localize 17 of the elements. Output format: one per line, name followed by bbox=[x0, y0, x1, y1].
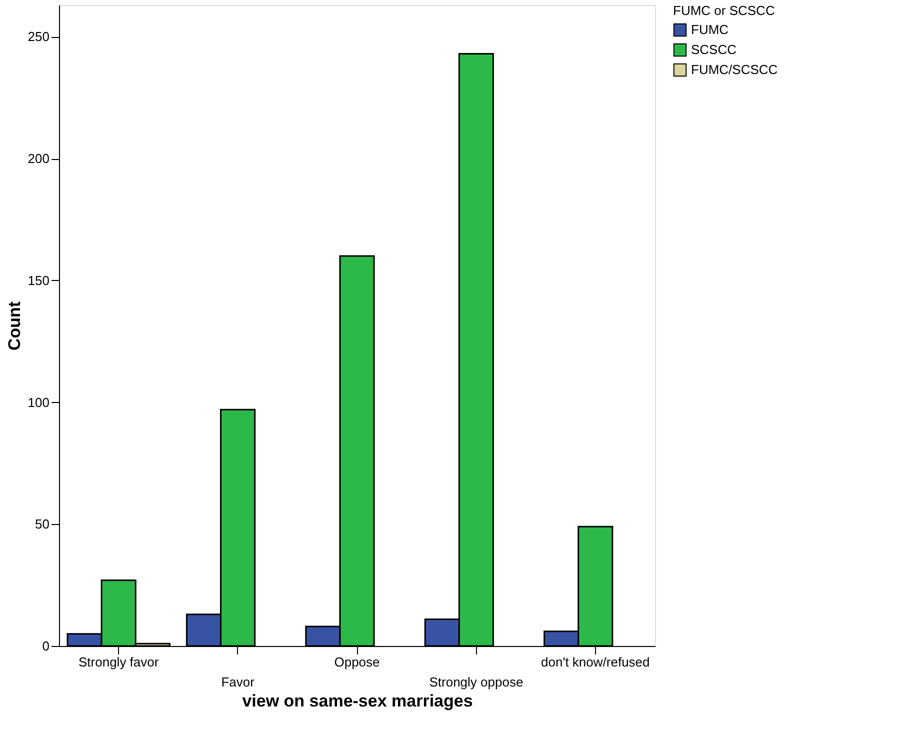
x-tick-label: Strongly favor bbox=[78, 654, 160, 670]
x-tick-label: Favor bbox=[221, 674, 256, 690]
legend-label: FUMC/SCSCC bbox=[691, 62, 778, 77]
y-tick-label: 250 bbox=[28, 29, 50, 44]
legend-label: SCSCC bbox=[691, 42, 737, 57]
y-axis-title: Count bbox=[4, 301, 24, 351]
legend-title: FUMC or SCSCC bbox=[673, 3, 775, 18]
y-tick-label: 0 bbox=[42, 638, 50, 654]
x-tick-label: Strongly oppose bbox=[429, 674, 524, 690]
legend-label: FUMC bbox=[691, 22, 729, 37]
y-tick-label: 200 bbox=[28, 151, 50, 166]
y-tick-label: 150 bbox=[28, 272, 50, 288]
y-tick-label: 100 bbox=[28, 394, 50, 410]
x-tick-label: don't know/refused bbox=[541, 654, 650, 670]
y-tick-label: 50 bbox=[35, 516, 50, 532]
x-axis-title: view on same-sex marriages bbox=[242, 692, 473, 710]
x-tick-label: Oppose bbox=[334, 654, 380, 670]
